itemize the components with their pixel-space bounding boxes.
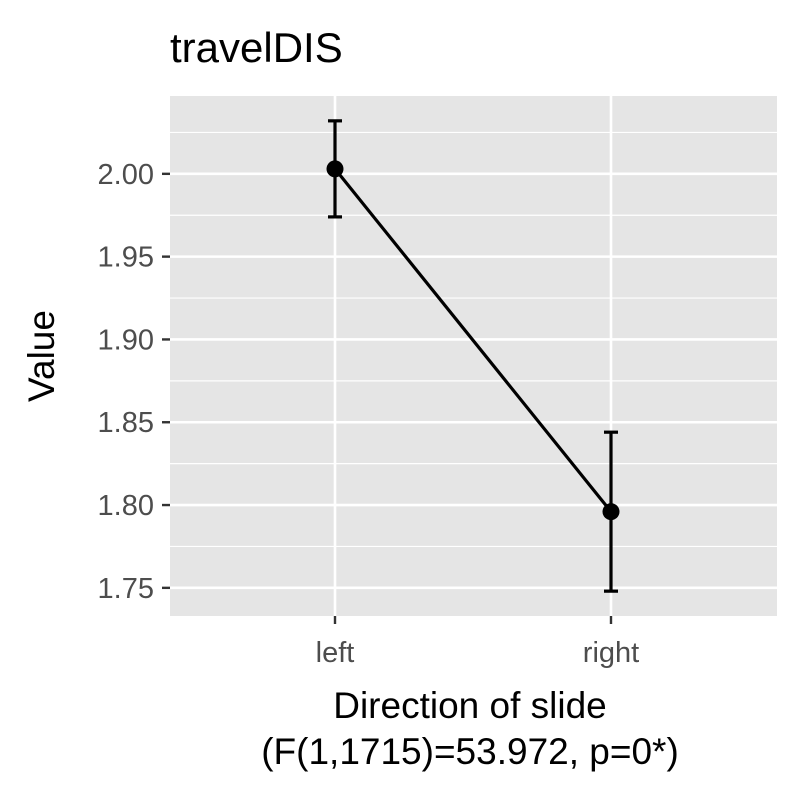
data-point bbox=[326, 160, 344, 178]
y-tick-label: 1.80 bbox=[98, 490, 154, 522]
x-axis-title: Direction of slide bbox=[333, 685, 607, 726]
grid-minor bbox=[170, 131, 777, 548]
y-tick-label: 1.95 bbox=[98, 242, 154, 274]
plot-panel bbox=[170, 96, 777, 616]
y-tick-label: 1.75 bbox=[98, 573, 154, 605]
chart-title: travelDIS bbox=[170, 24, 343, 71]
y-tick-label: 1.85 bbox=[98, 407, 154, 439]
series bbox=[326, 119, 620, 593]
x-tick-label: left bbox=[316, 637, 355, 669]
y-tick-label: 2.00 bbox=[98, 159, 154, 191]
x-tick-label: right bbox=[583, 637, 639, 669]
y-axis: 1.75 1.80 1.85 1.90 1.95 2.00 bbox=[98, 159, 170, 605]
x-axis-subtitle: (F(1,1715)=53.972, p=0*) bbox=[261, 731, 679, 772]
series-line bbox=[333, 167, 613, 513]
data-point bbox=[602, 503, 620, 521]
y-tick-label: 1.90 bbox=[98, 324, 154, 356]
y-axis-title: Value bbox=[21, 310, 62, 402]
x-axis: left right bbox=[316, 616, 639, 669]
